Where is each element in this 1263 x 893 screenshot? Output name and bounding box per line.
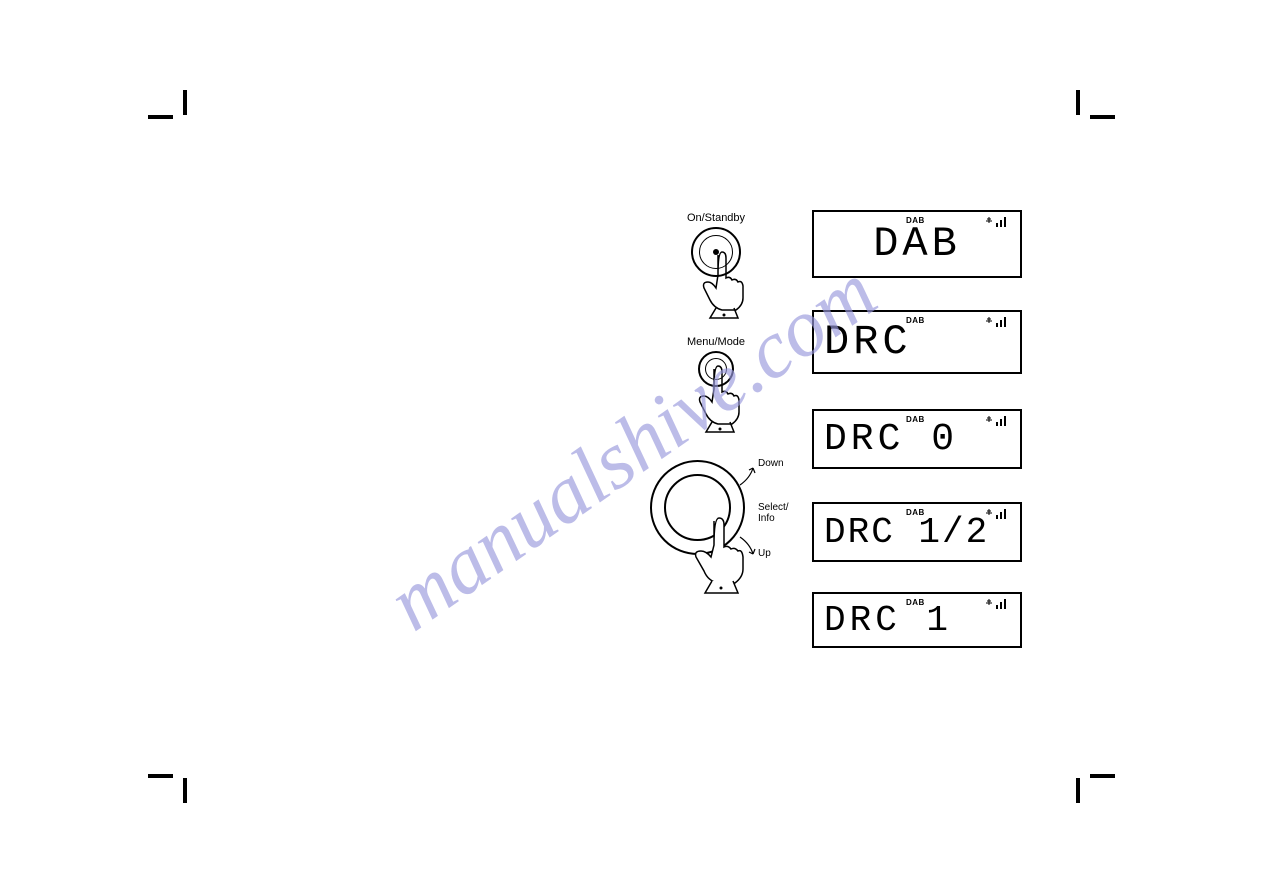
lcd-screen-5: DAB DRC 1 [812, 592, 1022, 648]
signal-icon [986, 415, 1012, 427]
dab-badge: DAB [906, 316, 925, 325]
signal-icon [986, 598, 1012, 610]
dial-down-label: Down [758, 458, 784, 469]
dial-select-label: Select/ Info [758, 502, 789, 524]
on-standby-illustration: On/Standby [676, 212, 756, 277]
lcd-screen-2: DAB DRC [812, 310, 1022, 374]
lcd-screen-1: DAB DAB [812, 210, 1022, 278]
dab-badge: DAB [906, 216, 925, 225]
lcd-text: DRC 1/2 [824, 512, 1010, 553]
crop-mark [148, 115, 173, 119]
signal-icon [986, 316, 1012, 328]
select-dial-illustration: Down Select/ Info Up [650, 460, 745, 555]
hand-press-icon [692, 364, 747, 434]
hand-press-icon [688, 515, 753, 595]
crop-mark [1090, 115, 1115, 119]
dab-badge: DAB [906, 415, 925, 424]
hand-press-icon [696, 250, 751, 320]
crop-mark [1090, 774, 1115, 778]
crop-mark [183, 90, 187, 115]
dab-badge: DAB [906, 508, 925, 517]
lcd-text: DAB [824, 220, 1010, 268]
lcd-screen-4: DAB DRC 1/2 [812, 502, 1022, 562]
lcd-screen-3: DAB DRC 0 [812, 409, 1022, 469]
dial-up-label: Up [758, 548, 771, 559]
crop-mark [1076, 778, 1080, 803]
menu-mode-label: Menu/Mode [676, 336, 756, 348]
crop-mark [183, 778, 187, 803]
dab-badge: DAB [906, 598, 925, 607]
crop-mark [1076, 90, 1080, 115]
crop-mark [148, 774, 173, 778]
on-standby-label: On/Standby [676, 212, 756, 224]
lcd-text: DRC [824, 318, 1010, 366]
signal-icon [986, 216, 1012, 228]
menu-mode-illustration: Menu/Mode [676, 336, 756, 387]
signal-icon [986, 508, 1012, 520]
